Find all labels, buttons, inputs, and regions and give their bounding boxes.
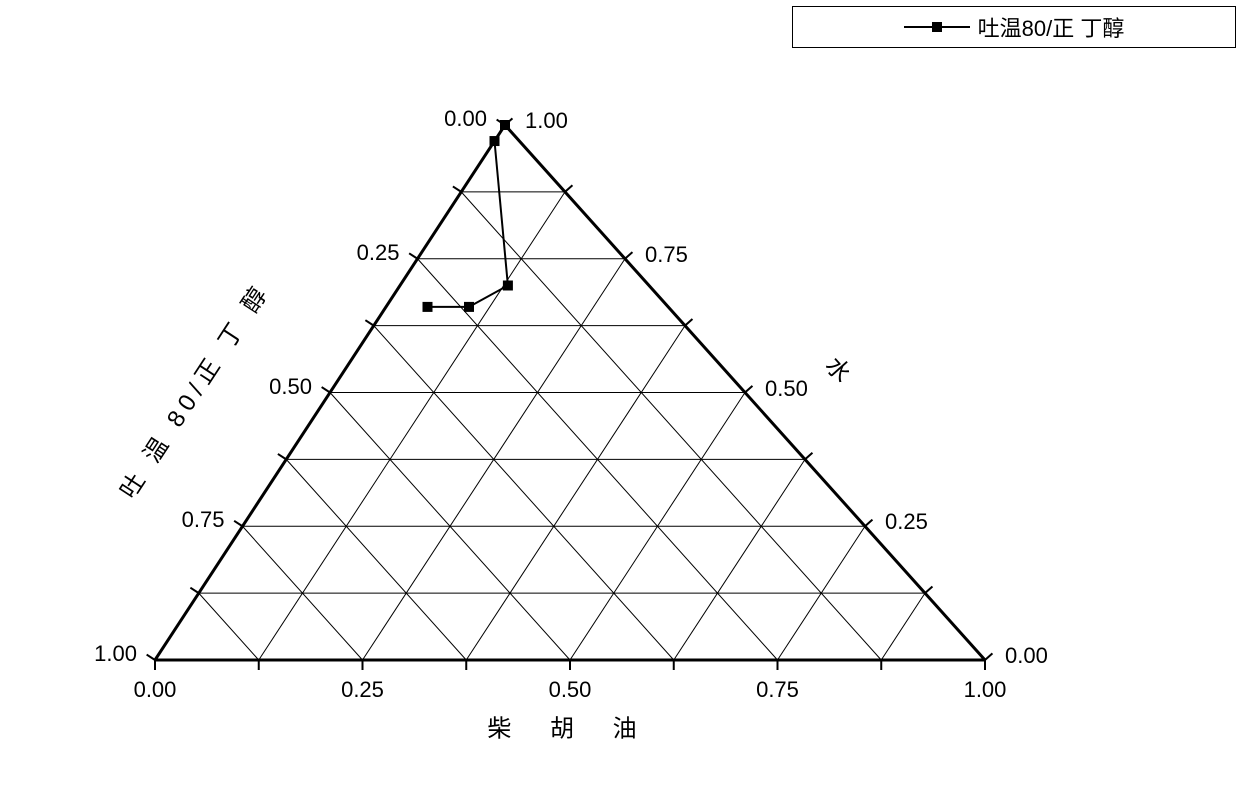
bottom-tick-label: 0.50: [549, 677, 592, 703]
left-tick-label: 0.00: [444, 106, 487, 132]
bottom-tick-label: 0.00: [134, 677, 177, 703]
right-tick-label: 1.00: [525, 108, 568, 134]
legend-marker-line: [904, 22, 970, 32]
right-tick-label: 0.25: [885, 509, 928, 535]
bottom-tick-label: 0.25: [341, 677, 384, 703]
right-tick-label: 0.75: [645, 242, 688, 268]
bottom-tick-label: 0.75: [756, 677, 799, 703]
left-tick-label: 0.25: [357, 240, 400, 266]
legend-label: 吐温80/正 丁醇: [978, 11, 1125, 43]
left-tick-label: 1.00: [94, 641, 137, 667]
left-tick-label: 0.75: [182, 507, 225, 533]
right-tick-label: 0.00: [1005, 643, 1048, 669]
legend: 吐温80/正 丁醇: [792, 6, 1236, 48]
bottom-axis-title: 柴 胡 油: [487, 709, 652, 744]
bottom-tick-label: 1.00: [964, 677, 1007, 703]
left-tick-label: 0.50: [269, 374, 312, 400]
right-tick-label: 0.50: [765, 376, 808, 402]
